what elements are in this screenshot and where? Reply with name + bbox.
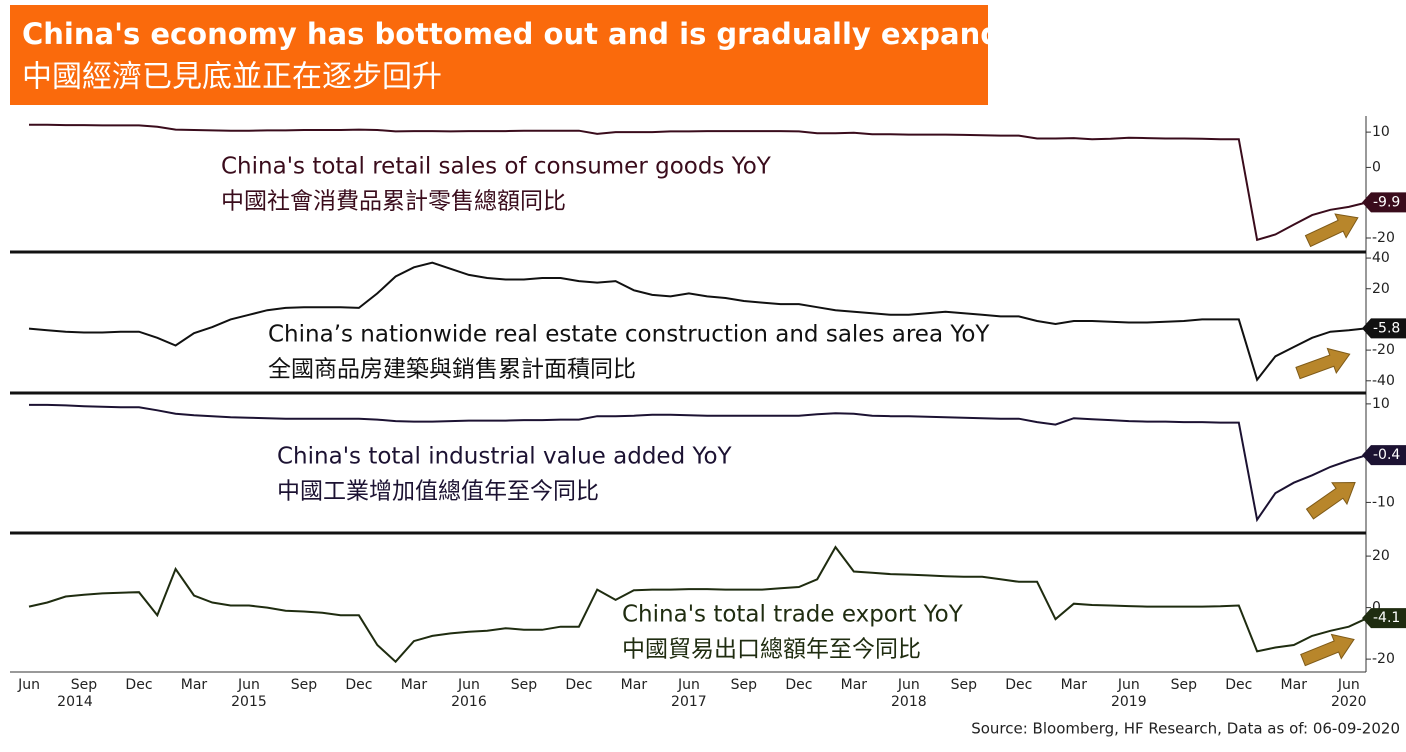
x-tick-label: Jun [237,677,260,693]
y-tick-label: -20 [1372,651,1395,667]
x-tick-label: Jun [1337,677,1360,693]
panel-title: China's total industrial value added YoY [277,444,733,470]
x-tick-label: Sep [951,677,978,693]
panel-subtitle: 全國商品房建築與銷售累計面積同比 [268,357,636,383]
y-tick-label: 20 [1372,281,1390,297]
x-tick-label: Jun [1117,677,1140,693]
last-value-label: -9.9 [1373,194,1400,210]
source: Source: Bloomberg, HF Research, Data as … [971,720,1400,738]
x-year-label: 2017 [671,694,707,710]
x-tick-label: Dec [345,677,372,693]
last-value-label: -4.1 [1373,610,1400,626]
x-year-label: 2020 [1331,694,1367,710]
x-tick-label: Mar [1281,677,1308,693]
x-tick-label: Sep [1171,677,1198,693]
x-tick-label: Dec [125,677,152,693]
series-line [29,403,1368,523]
last-value-tag [1362,445,1406,466]
y-tick-label: -20 [1372,230,1395,246]
x-tick-label: Sep [511,677,538,693]
x-tick-label: Jun [677,677,700,693]
last-value-tag [1362,192,1406,213]
x-tick-label: Mar [401,677,428,693]
x-year-label: 2014 [57,694,93,710]
x-year-label: 2018 [891,694,927,710]
y-tick-label: 40 [1372,250,1390,266]
y-tick-label: -10 [1372,494,1395,510]
x-tick-label: Mar [1061,677,1088,693]
x-tick-label: Sep [731,677,758,693]
x-year-label: 2016 [451,694,487,710]
x-year-label: 2015 [231,694,267,710]
x-tick-label: Dec [1225,677,1252,693]
trend-arrow [1305,481,1356,520]
x-tick-label: Jun [17,677,40,693]
x-tick-label: Dec [565,677,592,693]
x-tick-label: Sep [71,677,98,693]
x-tick-label: Mar [621,677,648,693]
header-title: China's economy has bottomed out and is … [22,17,1052,51]
header-box [10,5,988,105]
trend-arrow [1304,213,1359,248]
x-tick-label: Jun [897,677,920,693]
y-tick-label: 10 [1372,124,1390,140]
x-tick-label: Dec [785,677,812,693]
x-year-label: 2019 [1111,694,1147,710]
trend-arrow [1295,347,1351,380]
trend-arrow [1300,633,1355,667]
header-subtitle: 中國經濟已見底並正在逐步回升 [22,60,442,95]
series-line [28,545,1368,664]
y-tick-label: 0 [1372,159,1381,175]
y-tick-label: -40 [1372,373,1395,389]
y-tick-label: 20 [1372,548,1390,564]
x-tick-label: Mar [181,677,208,693]
panel-title: China’s nationwide real estate construct… [268,322,990,348]
last-value-label: -5.8 [1373,320,1400,336]
last-value-label: -0.4 [1373,447,1400,463]
panel-subtitle: 中國社會消費品累計零售總額同比 [221,189,566,215]
y-tick-label: 0 [1372,600,1381,616]
last-value-tag [1362,318,1406,339]
x-tick-label: Dec [1005,677,1032,693]
series-line [29,123,1368,242]
x-tick-label: Jun [457,677,480,693]
panel-title: China's total retail sales of consumer g… [221,154,772,180]
x-tick-label: Mar [841,677,868,693]
y-tick-label: 10 [1372,396,1390,412]
y-tick-label: -20 [1372,342,1395,358]
panel-title: China's total trade export YoY [622,602,964,628]
x-tick-label: Sep [291,677,318,693]
panel-subtitle: 中國工業增加值總值年至今同比 [277,479,599,505]
last-value-tag [1362,608,1406,629]
series-line [28,261,1368,382]
panel-subtitle: 中國貿易出口總額年至今同比 [622,637,921,663]
